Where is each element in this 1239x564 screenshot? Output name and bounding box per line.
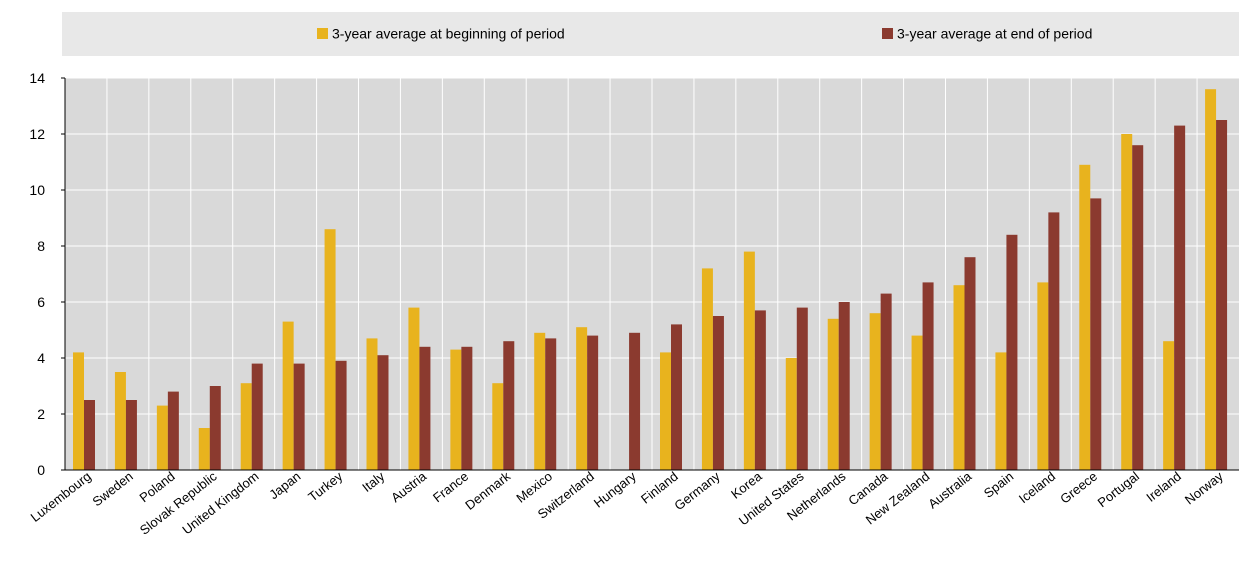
bar-series-2-23 — [1048, 212, 1060, 470]
bar-series-2-2 — [167, 391, 179, 470]
bar-series-1-19 — [869, 313, 881, 470]
bar-series-2-3 — [209, 386, 221, 470]
bar-series-2-13 — [629, 332, 641, 470]
y-tick-label-0: 0 — [37, 462, 45, 478]
y-tick-label-3: 6 — [37, 294, 45, 310]
x-tick-label-21: Australia — [925, 468, 975, 511]
y-tick-label-7: 14 — [29, 70, 45, 86]
x-tick-label-26: Ireland — [1143, 469, 1184, 505]
legend-label-series-2: 3-year average at end of period — [897, 26, 1092, 42]
bar-series-2-14 — [671, 324, 682, 470]
legend-swatch-series-2 — [882, 28, 893, 39]
bar-series-2-16 — [754, 310, 766, 470]
bar-series-1-2 — [156, 405, 168, 470]
x-tick-label-24: Greece — [1057, 469, 1100, 507]
bar-series-2-6 — [335, 360, 347, 470]
bar-series-2-4 — [251, 363, 263, 470]
x-tick-label-22: Spain — [981, 469, 1016, 501]
y-tick-label-4: 8 — [37, 238, 45, 254]
x-tick-label-25: Portugal — [1095, 468, 1142, 510]
bar-series-2-27 — [1216, 120, 1228, 470]
bar-series-2-9 — [461, 346, 473, 470]
bar-series-1-6 — [324, 229, 336, 470]
x-tick-label-7: Italy — [359, 468, 387, 495]
bar-series-1-1 — [114, 372, 126, 470]
x-tick-label-8: Austria — [388, 468, 430, 505]
legend-background — [62, 12, 1239, 56]
x-tick-label-5: Japan — [266, 469, 303, 503]
bar-series-2-10 — [503, 341, 515, 470]
bar-series-2-8 — [419, 346, 431, 470]
y-tick-label-5: 10 — [29, 182, 45, 198]
y-tick-label-2: 4 — [37, 350, 45, 366]
y-axis-ticks: 0 2 4 6 8 10 12 14 — [29, 70, 65, 478]
x-tick-label-4: United Kingdom — [179, 469, 261, 538]
bar-series-2-26 — [1174, 125, 1186, 470]
bar-series-2-12 — [587, 335, 599, 470]
x-tick-label-15: Germany — [671, 468, 723, 513]
bar-series-2-25 — [1132, 145, 1144, 470]
bar-series-1-12 — [576, 327, 588, 470]
bar-series-1-20 — [911, 335, 923, 470]
bar-series-1-9 — [450, 349, 462, 470]
legend-label-series-1: 3-year average at beginning of period — [332, 26, 565, 42]
x-tick-label-27: Norway — [1182, 468, 1226, 507]
bar-series-1-21 — [953, 285, 965, 470]
bar-series-2-1 — [125, 400, 137, 470]
bar-series-1-25 — [1121, 134, 1133, 470]
bar-series-2-0 — [84, 400, 95, 470]
legend: 3-year average at beginning of period 3-… — [317, 26, 1092, 42]
bar-series-1-4 — [240, 383, 252, 470]
x-tick-label-1: Sweden — [89, 469, 135, 510]
bar-series-2-15 — [712, 316, 724, 470]
x-tick-label-16: Korea — [728, 468, 765, 502]
bar-series-1-22 — [995, 352, 1007, 470]
bar-series-2-19 — [880, 293, 892, 470]
bar-series-1-11 — [534, 332, 546, 470]
bar-series-1-24 — [1079, 164, 1091, 471]
bar-series-2-24 — [1090, 198, 1102, 470]
bars — [73, 89, 1228, 471]
bar-series-1-23 — [1037, 282, 1049, 470]
bar-series-1-27 — [1205, 89, 1217, 470]
bar-series-1-16 — [743, 251, 755, 470]
bar-series-1-8 — [408, 307, 420, 470]
bar-series-1-10 — [492, 383, 504, 470]
bar-series-2-21 — [964, 257, 976, 470]
bar-series-2-11 — [545, 338, 557, 470]
legend-swatch-series-1 — [317, 28, 328, 39]
bar-series-2-5 — [293, 363, 305, 470]
x-tick-label-23: Iceland — [1016, 469, 1058, 507]
bar-series-2-20 — [922, 282, 934, 470]
bar-series-1-5 — [282, 321, 294, 470]
bar-series-2-18 — [838, 302, 850, 470]
bar-series-1-14 — [660, 352, 671, 470]
x-tick-label-13: Hungary — [591, 468, 639, 510]
y-tick-label-6: 12 — [29, 126, 45, 142]
y-tick-label-1: 2 — [37, 406, 45, 422]
x-tick-label-6: Turkey — [305, 468, 346, 504]
bar-series-1-0 — [73, 352, 84, 470]
bar-series-1-17 — [785, 358, 797, 470]
x-tick-label-10: Denmark — [462, 468, 513, 513]
bar-series-2-17 — [796, 307, 808, 470]
bar-series-1-18 — [827, 318, 839, 470]
bar-series-1-26 — [1163, 341, 1175, 470]
bar-series-1-15 — [701, 268, 713, 470]
bar-series-1-3 — [198, 428, 210, 470]
bar-series-2-22 — [1006, 234, 1018, 470]
bar-series-1-7 — [366, 338, 378, 470]
bar-series-2-7 — [377, 355, 389, 470]
